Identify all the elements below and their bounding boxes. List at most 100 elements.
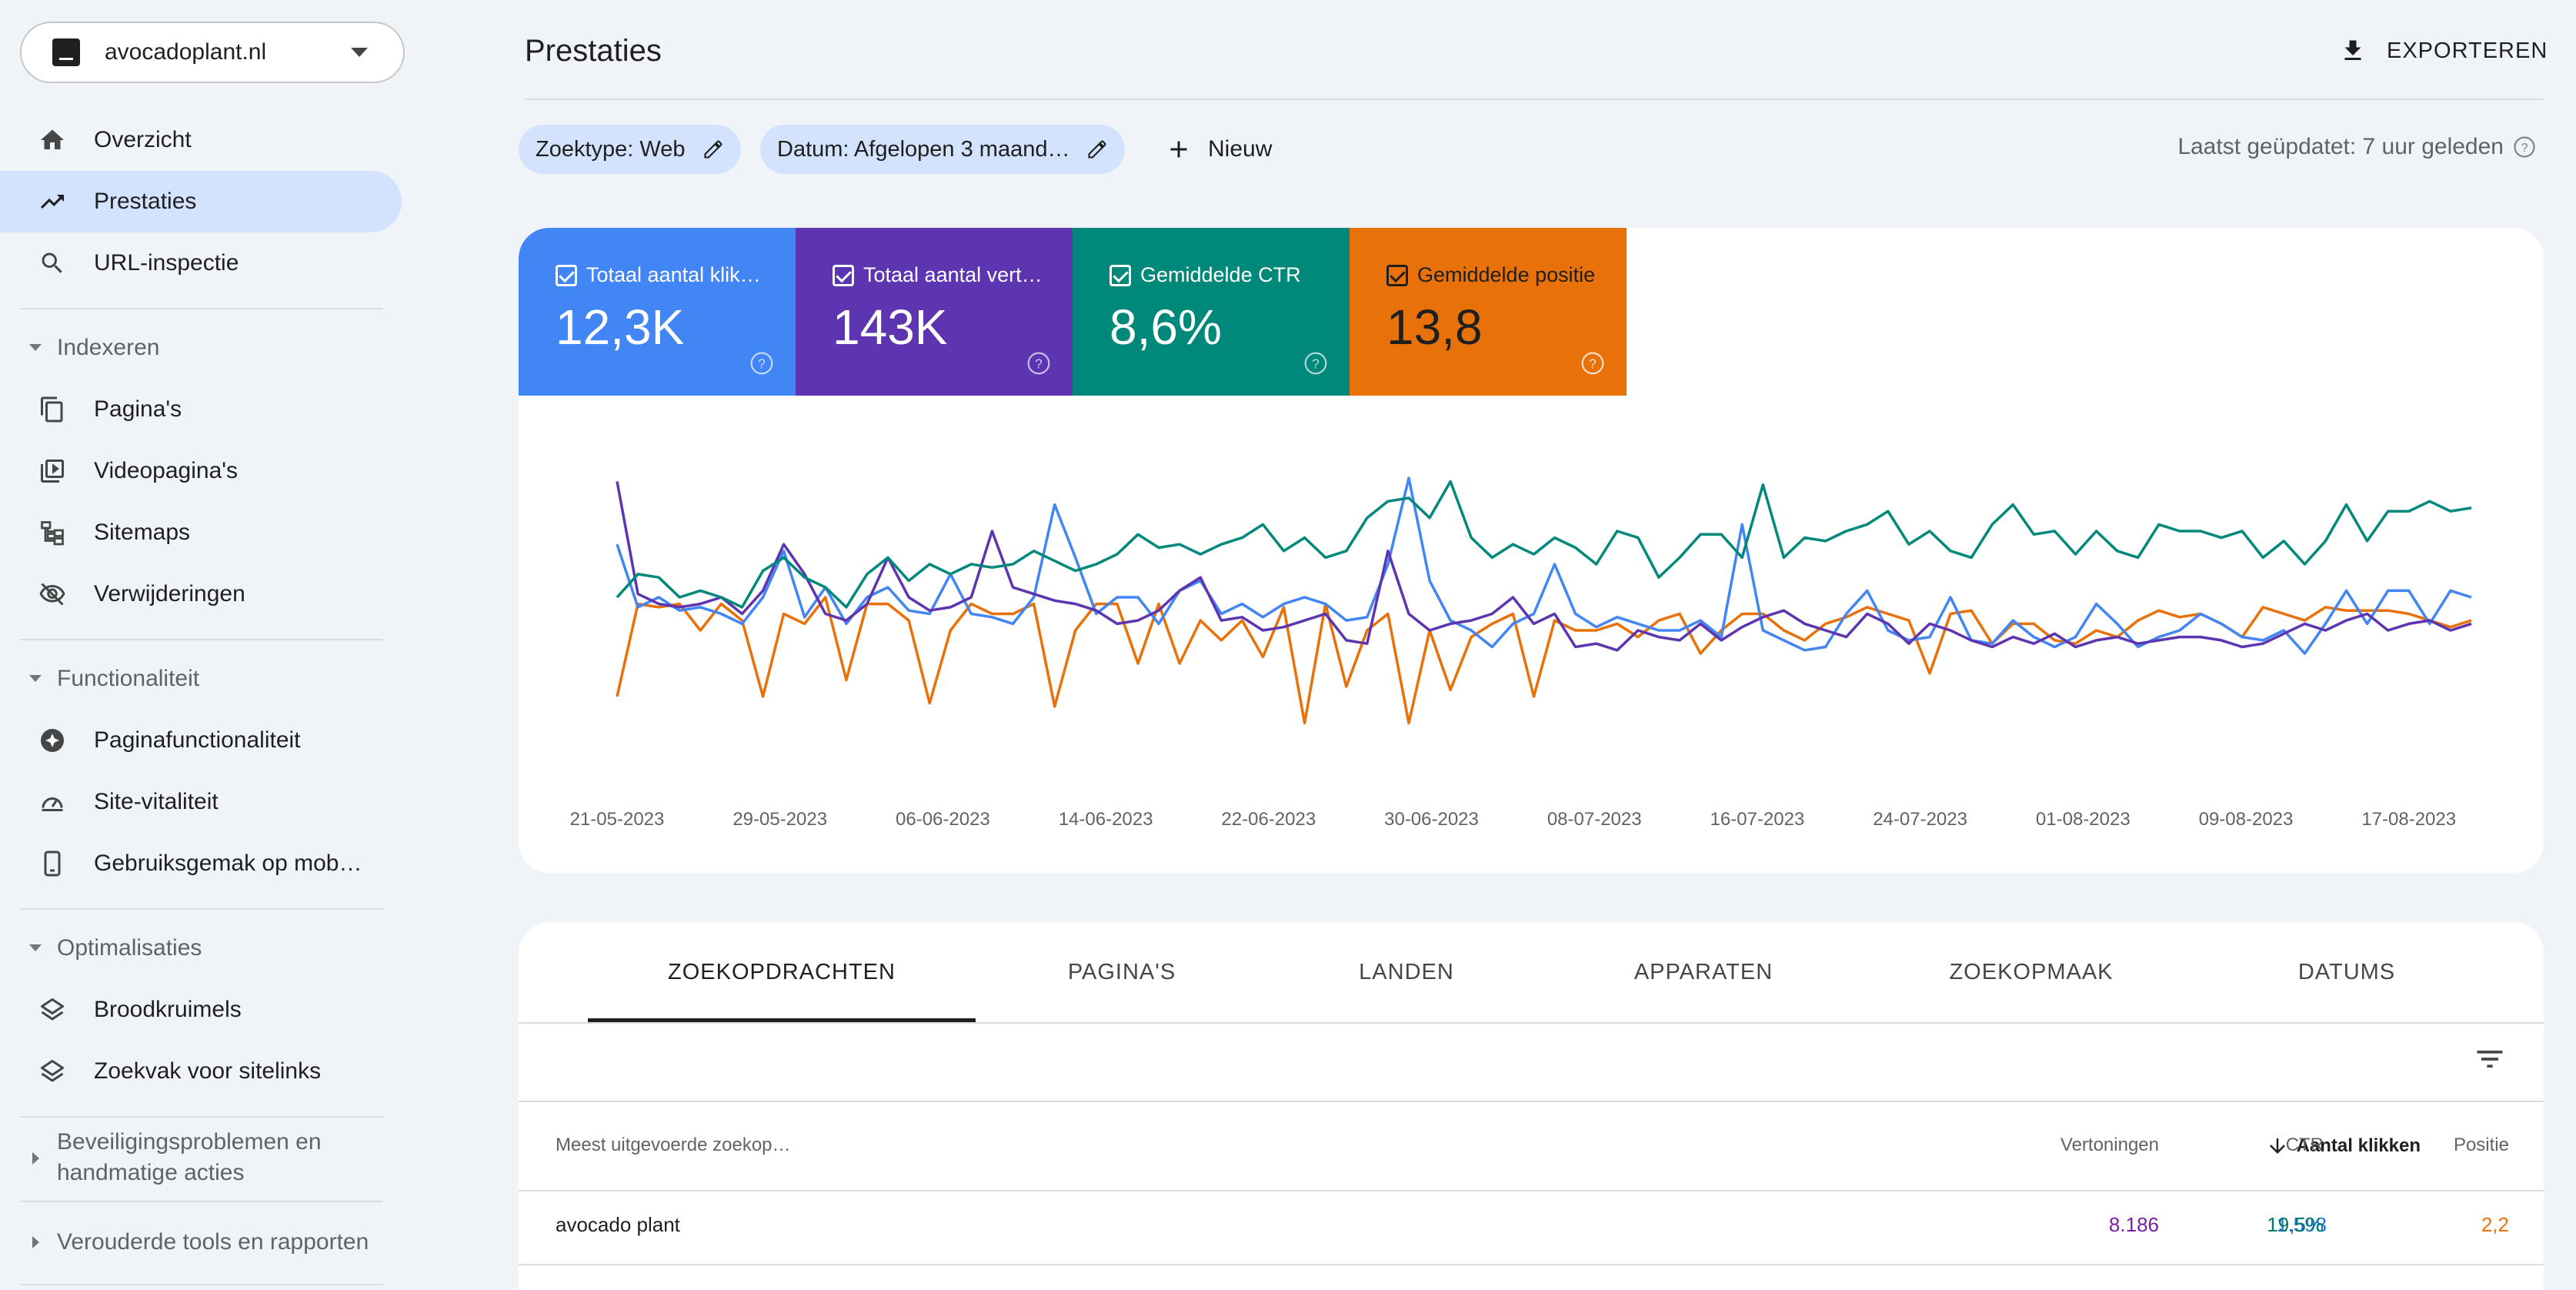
metric-card-impressions[interactable]: Totaal aantal vert… 143K ? xyxy=(796,228,1073,396)
help-icon[interactable]: ? xyxy=(1303,351,1328,376)
sort-down-arrow-icon xyxy=(2269,1138,2285,1154)
x-tick-label: 29-05-2023 xyxy=(732,809,827,830)
gauge-icon xyxy=(42,797,63,811)
eye-off-icon xyxy=(39,583,65,606)
svg-text:?: ? xyxy=(1312,356,1320,372)
metric-card-clicks[interactable]: Totaal aantal klik… 12,3K ? xyxy=(519,228,796,396)
nav-item-removals[interactable]: Verwijderingen xyxy=(0,563,402,625)
metric-label: Totaal aantal klik… xyxy=(586,263,761,286)
nav-item-core-web-vitals[interactable]: Site-vitaliteit xyxy=(0,771,402,833)
last-updated: Laatst geüpdatet: 7 uur geleden ? xyxy=(2177,134,2536,160)
new-filter-label: Nieuw xyxy=(1208,136,1273,162)
svg-text:?: ? xyxy=(1035,356,1043,372)
nav-item-url-inspection[interactable]: URL-inspectie xyxy=(0,232,402,294)
metric-value: 8,6% xyxy=(1109,299,1222,355)
tab-queries[interactable]: ZOEKOPDRACHTEN xyxy=(588,922,976,1022)
export-button[interactable]: EXPORTEREN xyxy=(2339,28,2548,74)
tabs-divider xyxy=(519,1022,2544,1024)
section-optimizations-toggle[interactable]: Optimalisaties xyxy=(0,933,385,964)
column-header-position[interactable]: Positie xyxy=(2453,1135,2509,1155)
page-title: Prestaties xyxy=(525,34,662,68)
performance-chart-card: Totaal aantal klik… 12,3K ? Totaal aanta… xyxy=(519,228,2544,873)
filter-list-icon[interactable] xyxy=(2473,1042,2507,1076)
column-header-query[interactable]: Meest uitgevoerde zoekop… xyxy=(556,1135,791,1155)
nav-item-label: Paginafunctionaliteit xyxy=(94,727,301,753)
collapse-arrow-icon xyxy=(29,344,42,351)
tab-pages[interactable]: PAGINA'S xyxy=(1067,959,1176,984)
section-indexing-toggle[interactable]: Indexeren xyxy=(0,333,385,363)
nav-item-pages[interactable]: Pagina's xyxy=(0,379,402,440)
x-tick-label: 30-06-2023 xyxy=(1384,809,1479,830)
chart-series-line xyxy=(616,476,2472,655)
nav-item-label: Pagina's xyxy=(94,396,182,422)
chart-x-axis-ticks: 21-05-2023 29-05-2023 06-06-2023 14-06-2023… xyxy=(570,809,2456,830)
filter-chip-date[interactable]: Datum: Afgelopen 3 maand… xyxy=(760,125,1126,174)
edit-pencil-icon xyxy=(1088,140,1106,159)
checkbox-checked-icon xyxy=(1386,265,1408,286)
filter-chip-search-type[interactable]: Zoektype: Web xyxy=(519,125,741,174)
section-security-toggle[interactable]: Beveiligingsproblemen en handmatige acti… xyxy=(0,1124,385,1193)
metric-label: Gemiddelde positie xyxy=(1417,263,1596,286)
sidebar-divider xyxy=(20,639,383,640)
x-tick-label: 14-06-2023 xyxy=(1059,809,1153,830)
metric-card-ctr[interactable]: Gemiddelde CTR 8,6% ? xyxy=(1073,228,1350,396)
metric-value: 13,8 xyxy=(1386,299,1483,355)
column-header-ctr[interactable]: CTR xyxy=(2285,1135,2324,1155)
chart-series-line xyxy=(616,481,2472,652)
nav-item-label: Verwijderingen xyxy=(94,581,245,607)
pages-icon xyxy=(41,396,63,423)
nav-item-video-pages[interactable]: Videopagina's xyxy=(0,440,402,502)
search-icon xyxy=(42,252,62,273)
svg-text:?: ? xyxy=(758,356,766,372)
nav-item-breadcrumbs[interactable]: Broodkruimels xyxy=(0,979,402,1041)
x-tick-label: 17-08-2023 xyxy=(2361,809,2456,830)
tab-countries[interactable]: LANDEN xyxy=(1359,959,1454,984)
nav-item-page-experience[interactable]: Paginafunctionaliteit xyxy=(0,710,402,771)
tab-dates[interactable]: DATUMS xyxy=(2297,959,2396,984)
header-divider xyxy=(525,99,2544,100)
nav-item-mobile-usability[interactable]: Gebruiksgemak op mob… xyxy=(0,833,402,894)
x-tick-label: 06-06-2023 xyxy=(896,809,990,830)
layers-icon xyxy=(41,1060,64,1082)
nav-item-overview[interactable]: Overzicht xyxy=(0,109,402,171)
cell-position: 2,2 xyxy=(2481,1213,2509,1236)
x-tick-label: 24-07-2023 xyxy=(1873,809,1967,830)
cell-impressions: 8.186 xyxy=(2108,1213,2159,1236)
nav-item-label: URL-inspectie xyxy=(94,250,239,276)
column-header-impressions[interactable]: Vertoningen xyxy=(2060,1135,2159,1155)
section-enhancements-toggle[interactable]: Functionaliteit xyxy=(0,663,385,694)
sidebar-divider xyxy=(20,908,383,910)
tab-devices[interactable]: APPARATEN xyxy=(1633,959,1774,984)
tab-search-appearance[interactable]: ZOEKOPMAAK xyxy=(1949,959,2114,984)
collapse-arrow-icon xyxy=(29,944,42,951)
performance-line-chart[interactable]: 21-05-2023 29-05-2023 06-06-2023 14-06-2023… xyxy=(519,396,2544,873)
cell-query[interactable]: avocado plant xyxy=(556,1213,680,1236)
column-header-clicks[interactable]: Aantal klikken xyxy=(2266,1135,2421,1158)
chart-series-line xyxy=(616,596,2472,725)
help-icon[interactable]: ? xyxy=(1580,351,1605,376)
property-selector[interactable]: avocadoplant.nl xyxy=(20,22,405,83)
download-icon xyxy=(2344,40,2361,60)
x-tick-label: 22-06-2023 xyxy=(1221,809,1316,830)
metric-card-position[interactable]: Gemiddelde positie 13,8 ? xyxy=(1350,228,1627,396)
nav-item-label: Overzicht xyxy=(94,127,192,152)
help-icon[interactable]: ? xyxy=(2513,135,2536,159)
section-legacy-toggle[interactable]: Verouderde tools en rapporten xyxy=(0,1227,385,1258)
new-filter-button[interactable]: Nieuw xyxy=(1165,125,1272,174)
help-icon[interactable]: ? xyxy=(749,351,774,376)
sidebar-divider xyxy=(20,1284,383,1285)
collapse-arrow-icon xyxy=(29,675,42,682)
sidebar-divider xyxy=(20,1116,383,1118)
x-tick-label: 16-07-2023 xyxy=(1710,809,1805,830)
nav-item-performance[interactable]: Prestaties xyxy=(0,171,402,232)
data-table-card: ZOEKOPDRACHTEN PAGINA'S LANDEN APPARATEN… xyxy=(519,922,2544,1290)
nav-item-label: Sitemaps xyxy=(94,520,191,545)
sidebar-divider xyxy=(20,1201,383,1202)
nav-item-sitelinks-searchbox[interactable]: Zoekvak voor sitelinks xyxy=(0,1041,402,1102)
section-title: Optimalisaties xyxy=(57,935,202,961)
help-icon[interactable]: ? xyxy=(1026,351,1051,376)
chip-label: Datum: Afgelopen 3 maand… xyxy=(777,136,1070,162)
section-title-line2: handmatige acties xyxy=(57,1160,245,1185)
cell-clicks: 1.598 xyxy=(2276,1213,2327,1236)
nav-item-sitemaps[interactable]: Sitemaps xyxy=(0,502,402,563)
